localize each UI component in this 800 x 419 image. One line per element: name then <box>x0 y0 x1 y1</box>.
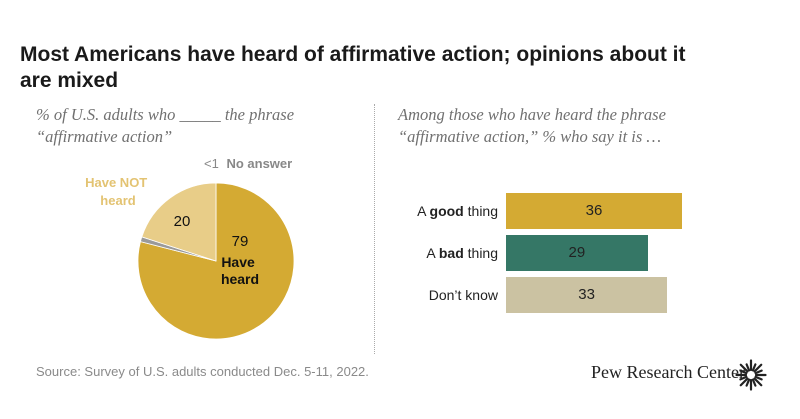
bar-category-text: A <box>417 203 430 219</box>
logo-ray <box>739 363 749 373</box>
bar-value-label: 36 <box>585 202 603 219</box>
logo-ray <box>754 375 763 381</box>
bar-value-label: 33 <box>578 286 595 303</box>
pie-value-have-heard: 79 <box>232 233 249 250</box>
logo-ray <box>753 377 763 387</box>
bar-category-emphasis: bad <box>438 245 464 261</box>
bar-category-text: thing <box>463 203 498 219</box>
logo-ray <box>751 363 757 372</box>
bar-category-text: A <box>426 245 439 261</box>
bar-category-label: A bad thing <box>356 243 498 263</box>
pie-value-no-answer: <1 <box>204 156 219 171</box>
logo-ray <box>753 363 763 373</box>
pie-label-no-answer: <1 No answer <box>204 156 292 171</box>
pie-label-have-not-heard-line: heard <box>100 193 135 208</box>
bar: 36 <box>506 193 682 229</box>
right-subtitle-line: Among those who have heard the phrase <box>398 105 666 124</box>
pew-starburst-icon <box>735 359 767 391</box>
panel-divider <box>374 104 375 354</box>
left-subtitle: % of U.S. adults who _____ the phrase “a… <box>36 104 294 148</box>
pie-label-have-heard: Have heard <box>221 254 259 287</box>
logo-ray <box>739 375 748 381</box>
pie-value-have-not-heard: 20 <box>174 213 191 230</box>
left-subtitle-line: “affirmative action” <box>36 127 173 146</box>
bar-category-text: thing <box>463 245 498 261</box>
logo-ray <box>745 378 751 387</box>
logo-ray <box>754 369 763 375</box>
logo-ray <box>739 377 749 387</box>
bar-value-label: 29 <box>568 244 586 261</box>
logo-ray <box>751 378 757 387</box>
right-subtitle-line: “affirmative action,” % who say it is … <box>398 127 662 146</box>
pie-label-have-heard-line: heard <box>221 271 259 287</box>
bar-category-text: Don’t know <box>428 287 498 303</box>
pie-name-no-answer: No answer <box>226 156 292 171</box>
pie-label-have-not-heard: Have NOT heard <box>85 175 151 208</box>
logo-ray <box>745 363 751 372</box>
source-note: Source: Survey of U.S. adults conducted … <box>36 364 369 379</box>
brand-name: Pew Research Center <box>591 362 745 382</box>
right-subtitle: Among those who have heard the phrase “a… <box>398 104 666 148</box>
bar: 33 <box>506 277 668 313</box>
left-subtitle-line: % of U.S. adults who _____ the phrase <box>36 105 295 124</box>
pie-slice-have-not-heard <box>141 182 217 262</box>
chart-title: Most Americans have heard of affirmative… <box>20 43 686 92</box>
logo-ray <box>739 369 748 375</box>
pie-label-have-heard-line: Have <box>221 254 255 270</box>
pie-label-have-not-heard-line: Have NOT <box>85 175 147 190</box>
bar-category-emphasis: good <box>429 203 464 219</box>
bar-category-label: A good thing <box>356 201 498 221</box>
bar: 29 <box>506 235 648 271</box>
bar-category-label: Don’t know <box>356 285 498 305</box>
